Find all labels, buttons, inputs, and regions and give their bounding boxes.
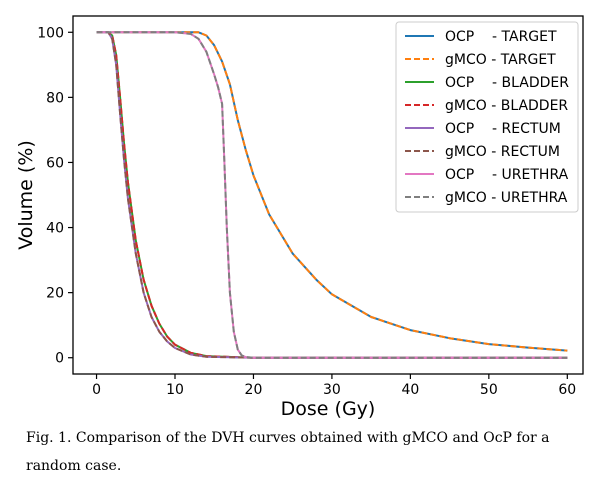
x-axis-label: Dose (Gy) — [281, 398, 376, 420]
x-tick-label: 50 — [480, 382, 498, 398]
y-tick-label: 100 — [37, 25, 64, 41]
figure-caption: Fig. 1. Comparison of the DVH curves obt… — [26, 430, 550, 474]
series-line-gmco-urethra — [96, 31, 568, 359]
y-tick-label: 20 — [46, 286, 64, 302]
series-layer — [96, 31, 568, 359]
ticks-layer: 0 10 20 30 40 50 60 0 20 40 60 80 100 — [37, 25, 576, 398]
legend-label: OCP - URETHRA — [445, 167, 569, 183]
series-line-gmco-rectum — [96, 31, 568, 359]
legend-label: OCP - BLADDER — [445, 75, 569, 91]
y-tick-label: 80 — [46, 90, 64, 106]
y-tick-label: 40 — [46, 221, 64, 237]
legend-label: OCP - TARGET — [445, 29, 557, 45]
legend-label: gMCO - TARGET — [445, 52, 556, 68]
x-tick-label: 10 — [166, 382, 184, 398]
legend-label: gMCO - URETHRA — [445, 190, 568, 206]
y-tick-label: 0 — [55, 351, 64, 367]
legend-frame — [395, 21, 579, 213]
legend: OCP - TARGET gMCO - TARGET OCP - BLADDER gM… — [395, 21, 579, 213]
x-tick-label: 30 — [323, 382, 341, 398]
series-line-gmco-target — [112, 31, 568, 352]
legend-label: gMCO - RECTUM — [445, 144, 560, 160]
legend-label: gMCO - BLADDER — [445, 98, 568, 114]
x-tick-label: 60 — [558, 382, 576, 398]
y-axis-label: Volume (%) — [15, 140, 37, 250]
y-tick-label: 60 — [46, 155, 64, 171]
x-tick-label: 40 — [401, 382, 419, 398]
plot-frame — [72, 15, 584, 375]
legend-label: OCP - RECTUM — [445, 121, 561, 137]
x-tick-label: 0 — [92, 382, 101, 398]
x-tick-label: 20 — [245, 382, 263, 398]
